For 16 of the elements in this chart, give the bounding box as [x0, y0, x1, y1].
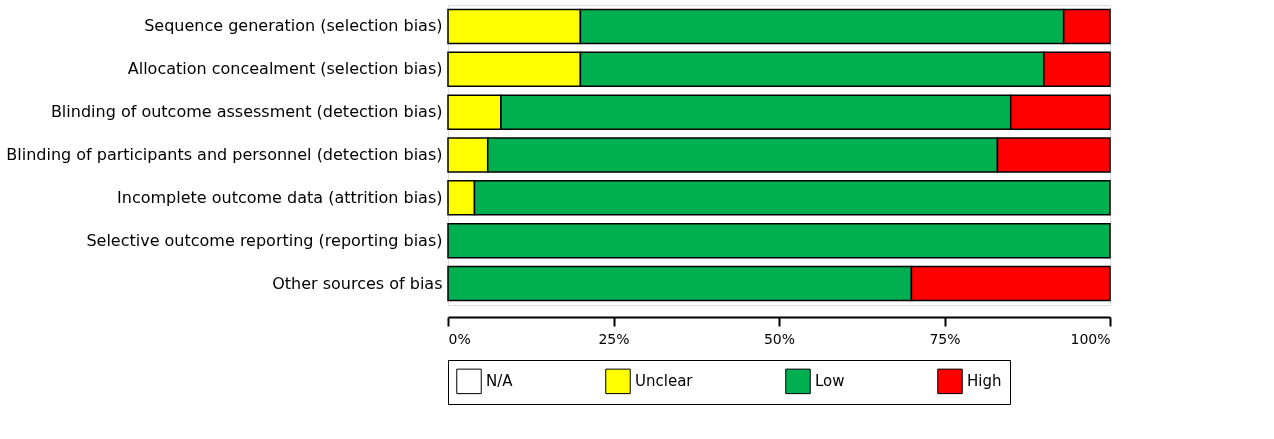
y-tick-label: Allocation concealment (selection bias)	[127, 59, 443, 79]
legend-label: Low	[815, 372, 845, 391]
y-tick-label: Other sources of bias	[272, 273, 443, 293]
legend-label: Unclear	[635, 372, 694, 391]
y-tick-label: Selective outcome reporting (reporting bias)	[86, 230, 443, 250]
y-tick-label: Blinding of participants and personnel (detection bias)	[6, 145, 443, 164]
x-tick-label: 0%	[448, 330, 471, 347]
legend-label: High	[967, 372, 1002, 391]
x-tick-label: 50%	[763, 330, 796, 347]
x-tick-label: 25%	[598, 330, 630, 347]
y-tick-label: Sequence generation (selection bias)	[144, 16, 443, 36]
x-tick-label: 75%	[929, 330, 961, 347]
y-tick-label: Blinding of outcome assessment (detection bias)	[50, 102, 443, 122]
x-tick-label: 100%	[1070, 330, 1111, 347]
y-tick-label: Incomplete outcome data (attrition bias)	[117, 187, 443, 207]
legend-label: N/A	[486, 372, 514, 391]
